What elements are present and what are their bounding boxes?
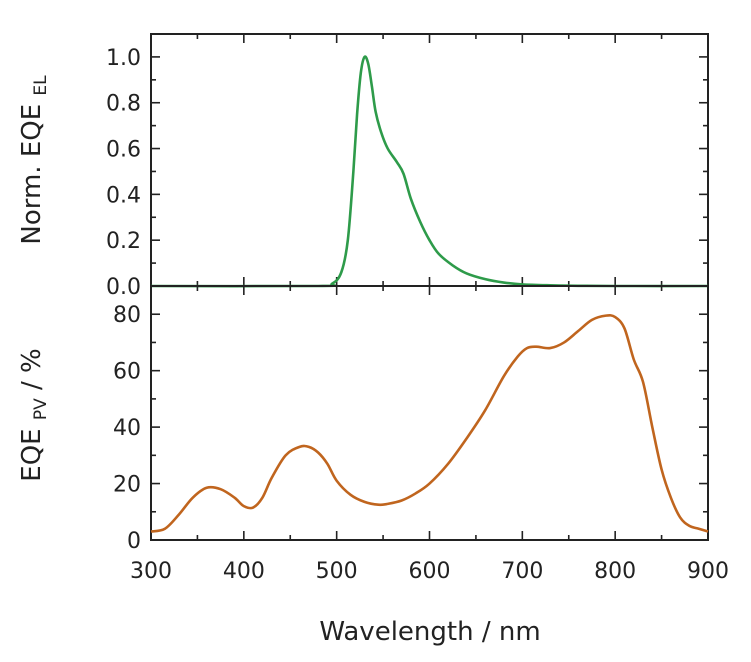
- top-y-tick-label: 0.2: [106, 229, 141, 254]
- bottom-y-axis-label: EQE PV / %: [17, 348, 53, 481]
- x-axis-label: Wavelength / nm: [319, 617, 540, 647]
- x-tick-label: 700: [501, 559, 543, 584]
- bottom-y-axis-label-sub: PV: [31, 398, 51, 420]
- top-y-axis-label: Norm. EQE EL: [17, 75, 51, 245]
- top-plot-frame: [150, 33, 709, 287]
- x-tick-label: 300: [130, 559, 172, 584]
- panel-top-norm-eqe-el: 0.0 0.2 0.4 0.6 0.8 1.0 Norm. EQE EL: [17, 33, 709, 300]
- top-y-tick-label: 0.6: [106, 138, 141, 163]
- x-tick-label: 600: [409, 559, 451, 584]
- eqe-pv-line: [150, 314, 709, 533]
- x-tick-label: 500: [316, 559, 358, 584]
- top-y-tick-label: 0.4: [106, 183, 141, 208]
- bottom-y-tick-label: 40: [113, 416, 141, 441]
- x-tick-label: 900: [687, 559, 729, 584]
- bottom-y-axis-label-main: EQE: [17, 428, 47, 481]
- bottom-y-tick-labels: 0 20 40 60 80: [113, 303, 141, 554]
- top-ticks: [150, 33, 709, 287]
- top-y-tick-label: 0.0: [106, 275, 141, 300]
- bottom-plot-frame: [150, 285, 709, 541]
- x-tick-label: 800: [594, 559, 636, 584]
- bottom-y-tick-label: 0: [127, 529, 141, 554]
- panel-bottom-eqe-pv: 0 20 40 60 80 300 400 500 600 700 800 900 EQE PV /…: [17, 285, 729, 647]
- bottom-ticks: [150, 285, 709, 541]
- top-y-tick-label: 1.0: [106, 46, 141, 71]
- bottom-y-axis-label-suffix: / %: [17, 348, 47, 390]
- norm-eqe-el-line: [150, 55, 709, 288]
- top-y-axis-label-main: Norm. EQE: [17, 104, 47, 245]
- top-y-axis-label-sub: EL: [31, 75, 51, 96]
- x-tick-labels: 300 400 500 600 700 800 900: [130, 559, 729, 584]
- bottom-y-tick-label: 80: [113, 303, 141, 328]
- top-y-tick-labels: 0.0 0.2 0.4 0.6 0.8 1.0: [106, 46, 141, 300]
- bottom-y-tick-label: 20: [113, 473, 141, 498]
- top-y-tick-label: 0.8: [106, 92, 141, 117]
- bottom-y-tick-label: 60: [113, 360, 141, 385]
- x-tick-label: 400: [223, 559, 265, 584]
